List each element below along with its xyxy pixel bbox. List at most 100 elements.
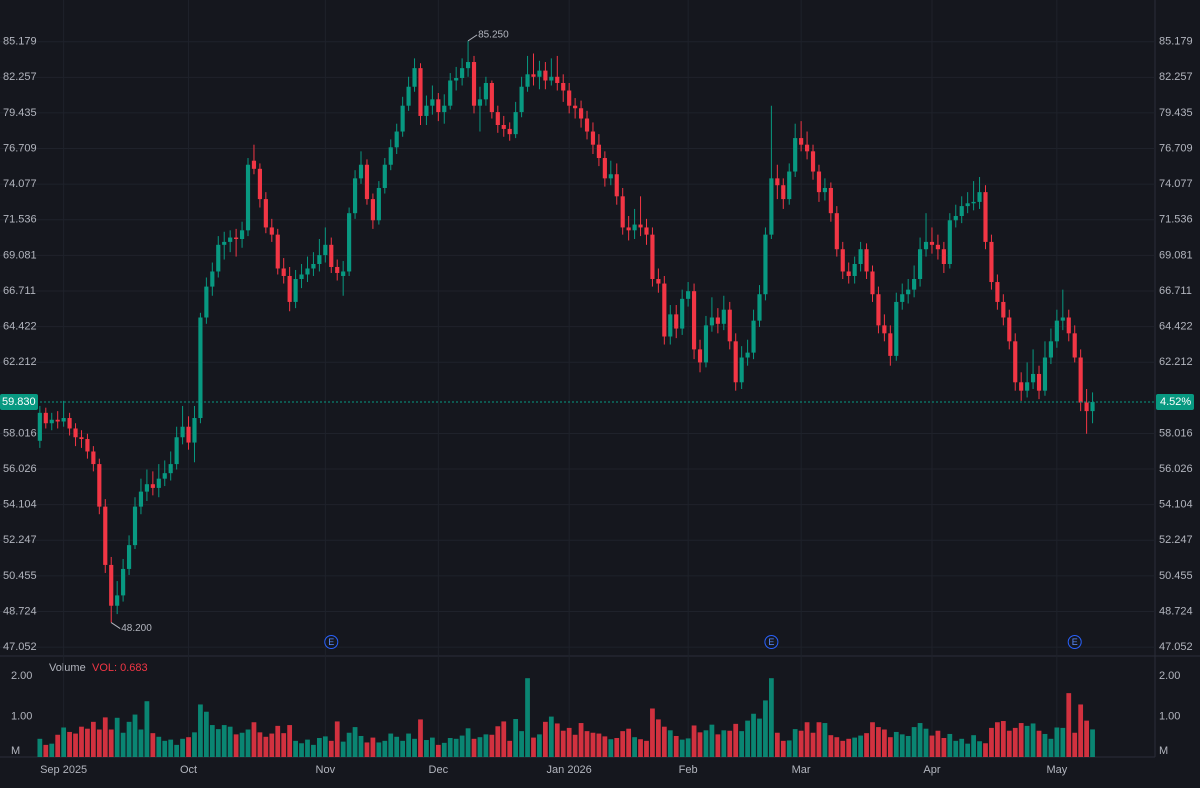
candle-body bbox=[822, 187, 827, 193]
volume-bar bbox=[840, 740, 846, 757]
candle-body bbox=[174, 437, 179, 465]
volume-bar bbox=[305, 739, 310, 757]
candle-body bbox=[370, 199, 375, 221]
annotation-leader bbox=[467, 34, 478, 42]
y-tick-label: 48.724 bbox=[1159, 605, 1193, 617]
volume-bar bbox=[679, 739, 685, 757]
x-tick-label: Sep 2025 bbox=[40, 764, 87, 776]
volume-bar bbox=[1048, 738, 1054, 757]
candle-body bbox=[691, 291, 697, 350]
candle-body bbox=[97, 464, 102, 507]
candle-body bbox=[983, 192, 988, 242]
candle-body bbox=[965, 203, 970, 207]
volume-bar bbox=[965, 743, 971, 757]
candle-body bbox=[917, 249, 923, 280]
volume-bar bbox=[79, 726, 84, 757]
volume-bar bbox=[763, 700, 768, 757]
candle-body bbox=[323, 244, 328, 256]
candle-body bbox=[465, 62, 471, 69]
event-marker bbox=[324, 635, 339, 649]
candle-body bbox=[168, 464, 173, 474]
volume-bar bbox=[322, 736, 328, 757]
candle-body bbox=[460, 68, 465, 79]
candle-body bbox=[448, 80, 453, 106]
candle-body bbox=[840, 249, 845, 272]
volume-bar bbox=[495, 726, 501, 757]
volume-bar bbox=[917, 723, 923, 757]
volume-bar bbox=[531, 737, 536, 757]
volume-bar bbox=[317, 738, 322, 757]
volume-bar bbox=[406, 733, 411, 757]
volume-bar bbox=[828, 735, 834, 757]
y-tick-label: 62.212 bbox=[1159, 356, 1193, 368]
candle-body bbox=[245, 164, 251, 231]
event-marker bbox=[1067, 635, 1082, 649]
candle-body bbox=[1054, 320, 1059, 342]
change-label: 4.52% bbox=[1160, 396, 1191, 408]
candle-body bbox=[668, 314, 673, 337]
candle-body bbox=[43, 412, 48, 424]
candle-body bbox=[281, 268, 286, 276]
volume-bar bbox=[644, 740, 649, 757]
candle-body bbox=[1084, 402, 1089, 412]
candle-body bbox=[210, 271, 215, 287]
candle-body bbox=[650, 234, 655, 280]
y-tick-label: 50.455 bbox=[3, 570, 37, 582]
candle-body bbox=[85, 439, 90, 452]
volume-bar bbox=[394, 736, 400, 757]
volume-bar bbox=[1036, 730, 1042, 757]
volume-bar bbox=[1072, 732, 1078, 757]
candle-body bbox=[150, 484, 155, 488]
volume-bar bbox=[971, 735, 976, 757]
candle-body bbox=[912, 279, 917, 290]
candle-body bbox=[311, 264, 316, 269]
volume-bar bbox=[822, 723, 828, 757]
candle-body bbox=[91, 451, 96, 465]
candle-body bbox=[186, 426, 191, 443]
volume-bar bbox=[269, 733, 275, 757]
volume-bar bbox=[1000, 721, 1006, 757]
candle-body bbox=[971, 201, 976, 204]
last-price-label: 59.830 bbox=[2, 396, 36, 408]
volume-bar bbox=[1024, 725, 1030, 757]
volume-bar bbox=[73, 733, 78, 757]
volume-bar bbox=[1030, 723, 1036, 757]
event-label: E bbox=[328, 637, 334, 647]
volume-bar bbox=[899, 734, 905, 757]
candle-body bbox=[239, 230, 245, 239]
volume-bar bbox=[792, 729, 798, 757]
candle-body bbox=[198, 317, 203, 419]
candle-body bbox=[799, 138, 804, 145]
y-tick-label: 66.711 bbox=[1159, 285, 1192, 297]
y-tick-label: 69.081 bbox=[3, 249, 37, 261]
volume-bar bbox=[566, 727, 572, 757]
volume-bar bbox=[447, 738, 453, 757]
candle-body bbox=[858, 249, 863, 265]
volume-bar bbox=[138, 729, 144, 757]
candle-body bbox=[1019, 382, 1024, 391]
candle-body bbox=[733, 341, 738, 383]
candle-body bbox=[632, 224, 637, 231]
candle-body bbox=[757, 294, 762, 321]
volume-bar bbox=[114, 717, 120, 757]
volume-bar bbox=[441, 742, 447, 757]
candle-body bbox=[989, 241, 994, 283]
y-tick-label: 85.179 bbox=[1159, 36, 1193, 48]
volume-bar bbox=[221, 725, 227, 757]
volume-bar bbox=[382, 740, 388, 757]
y-tick-label: 66.711 bbox=[3, 285, 36, 297]
volume-bar bbox=[489, 734, 495, 757]
candle-body bbox=[257, 168, 262, 200]
candle-body bbox=[394, 131, 399, 148]
volume-tick-label: M bbox=[11, 745, 20, 757]
candle-body bbox=[584, 118, 590, 132]
candle-body bbox=[751, 320, 756, 353]
y-tick-label: 48.724 bbox=[3, 605, 37, 617]
volume-tick-label: 1.00 bbox=[11, 710, 32, 722]
candle-body bbox=[483, 82, 488, 100]
volume-bar bbox=[299, 743, 304, 757]
candle-body bbox=[525, 74, 530, 87]
volume-bar bbox=[1066, 693, 1072, 757]
y-tick-label: 50.455 bbox=[1159, 570, 1193, 582]
volume-bar bbox=[483, 734, 489, 757]
